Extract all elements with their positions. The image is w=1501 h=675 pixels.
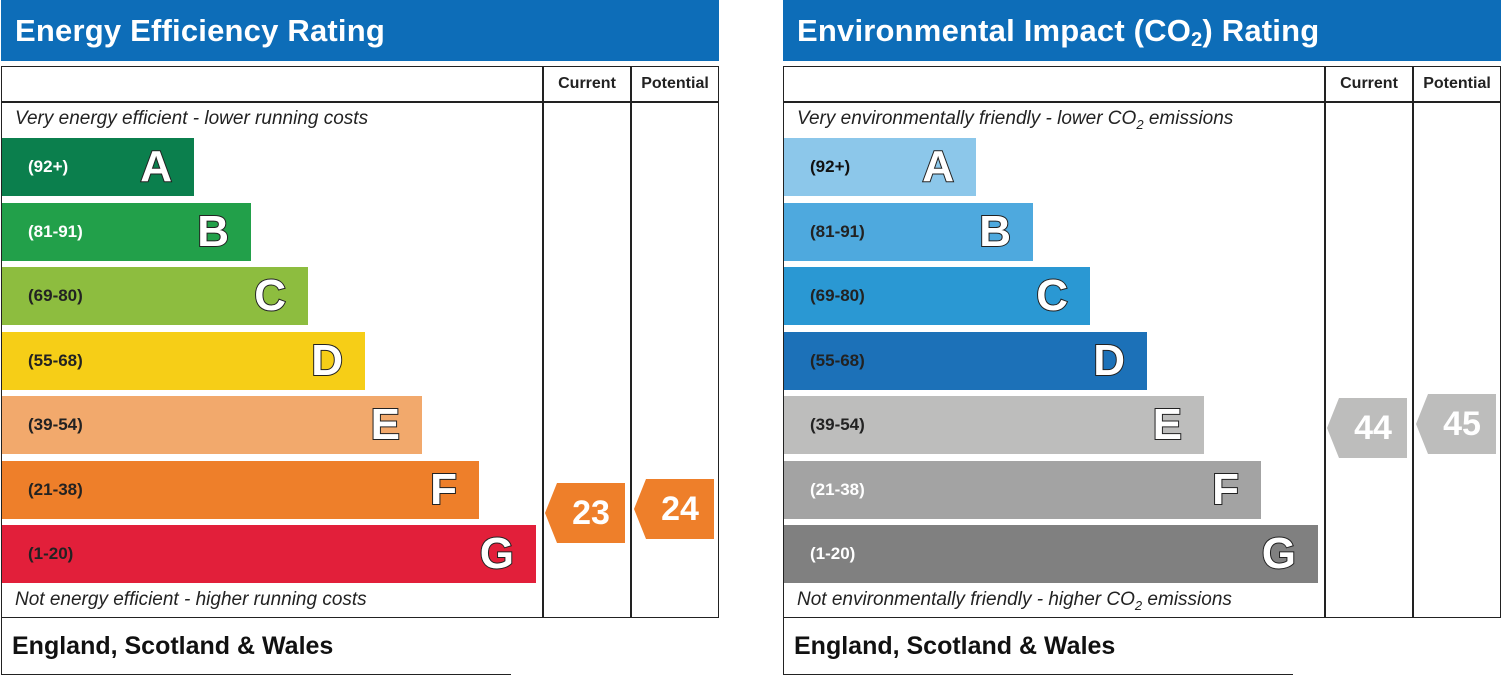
potential-rating-marker: 24 [634, 479, 714, 539]
band-range-label: (92+) [810, 157, 851, 176]
band-c: (69-80) C [2, 267, 308, 325]
band-letter: A [921, 141, 955, 192]
band-letter: C [253, 270, 287, 321]
caption-bottom: Not energy efficient - higher running co… [15, 589, 367, 610]
marker-arrow [1416, 394, 1496, 454]
band-d: (55-68) D [2, 331, 365, 390]
band-range-label: (69-80) [810, 286, 865, 305]
band-a: (92+) A [784, 138, 976, 196]
region-footer: England, Scotland & Wales [783, 618, 1293, 675]
band-letter: D [310, 335, 344, 386]
band-g: (1-20) G [784, 525, 1318, 583]
current-column-divider [542, 66, 544, 618]
band-f: (21-38) F [784, 460, 1261, 519]
chart-title: Environmental Impact (CO2) Rating [783, 0, 1501, 61]
chart-frame [1, 66, 719, 618]
potential-column-divider [1412, 66, 1414, 618]
band-letter: D [1092, 335, 1126, 386]
band-range-label: (55-68) [810, 350, 865, 370]
band-range-label: (92+) [28, 157, 69, 176]
marker-value: 23 [572, 494, 610, 532]
energy-efficiency-chart: Energy Efficiency Rating Current Potenti… [1, 0, 719, 675]
band-letter: E [370, 399, 401, 450]
band-range-label: (81-91) [810, 221, 865, 241]
marker-arrow-shape [634, 479, 714, 539]
band-letter: E [1152, 399, 1183, 450]
current-column-header: Current [1340, 75, 1398, 92]
band-range-label: (55-68) [28, 350, 83, 370]
potential-column-divider [630, 66, 632, 618]
band-letter: B [978, 206, 1012, 257]
band-range-label: (1-20) [810, 544, 856, 563]
potential-rating-marker: 45 [1416, 394, 1496, 454]
band-letter: G [1261, 528, 1297, 579]
caption-top: Very energy efficient - lower running co… [15, 108, 369, 129]
marker-arrow-shape [1327, 398, 1407, 458]
marker-arrow [634, 479, 714, 539]
band-letter: G [479, 528, 515, 579]
band-letter: C [1035, 270, 1069, 321]
band-f: (21-38) F [2, 460, 479, 519]
current-rating-marker: 23 [545, 483, 625, 543]
caption-top: Very environmentally friendly - lower CO… [797, 108, 1234, 132]
marker-arrow [1327, 398, 1407, 458]
marker-arrow-shape [545, 483, 625, 543]
band-range-label: (39-54) [28, 415, 83, 434]
potential-column-header: Potential [641, 75, 709, 92]
band-letter: F [429, 464, 458, 515]
marker-arrow-shape [1416, 394, 1496, 454]
band-e: (39-54) E [2, 396, 422, 454]
band-letter: B [196, 206, 230, 257]
marker-value: 44 [1354, 409, 1392, 447]
chart-title: Energy Efficiency Rating [1, 0, 719, 61]
current-column-header: Current [558, 75, 616, 92]
marker-arrow [545, 483, 625, 543]
band-e: (39-54) E [784, 396, 1204, 454]
band-b: (81-91) B [784, 202, 1033, 261]
region-footer: England, Scotland & Wales [1, 618, 511, 675]
band-range-label: (81-91) [28, 221, 83, 241]
environmental-impact-chart: Environmental Impact (CO2) Rating Curren… [783, 0, 1501, 675]
marker-value: 45 [1443, 405, 1481, 443]
caption-bottom: Not environmentally friendly - higher CO… [797, 589, 1232, 613]
band-c: (69-80) C [784, 267, 1090, 325]
band-g: (1-20) G [2, 525, 536, 583]
band-b: (81-91) B [2, 202, 251, 261]
band-range-label: (1-20) [28, 544, 74, 563]
current-rating-marker: 44 [1327, 398, 1407, 458]
header-divider [1, 101, 719, 103]
band-range-label: (39-54) [810, 415, 865, 434]
current-column-divider [1324, 66, 1326, 618]
band-range-label: (21-38) [810, 479, 865, 499]
band-range-label: (69-80) [28, 286, 83, 305]
band-letter: A [139, 141, 173, 192]
band-a: (92+) A [2, 138, 194, 196]
band-range-label: (21-38) [28, 479, 83, 499]
band-letter: F [1211, 464, 1240, 515]
header-divider [783, 101, 1501, 103]
band-d: (55-68) D [784, 331, 1147, 390]
potential-column-header: Potential [1423, 75, 1491, 92]
marker-value: 24 [661, 490, 699, 528]
